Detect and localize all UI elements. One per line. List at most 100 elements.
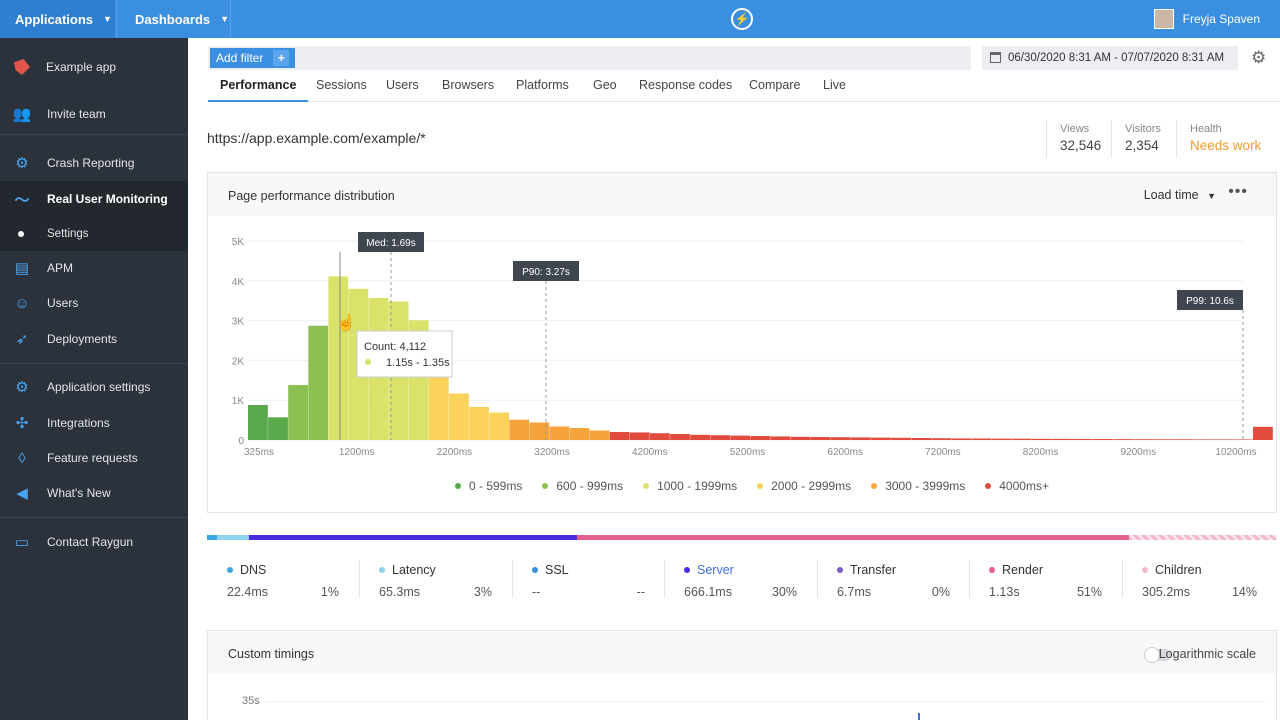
sidebar-item-settings[interactable]: Settings xyxy=(0,217,188,251)
stat-label: Health xyxy=(1190,123,1222,135)
sidebar-item-contact-raygun[interactable]: ▭ Contact Raygun xyxy=(0,525,188,559)
histogram-bar xyxy=(810,437,831,440)
histogram-bar xyxy=(891,437,911,440)
histogram-bar xyxy=(931,438,952,440)
chat-icon: ▭ xyxy=(14,534,30,551)
sidebar-item-deployments[interactable]: ➶ Deployments xyxy=(0,322,188,356)
sidebar-item-app[interactable]: Example app xyxy=(0,50,188,84)
timing-divider xyxy=(359,560,360,598)
timing-name-text: Render xyxy=(1002,563,1043,577)
legend-swatch xyxy=(643,483,650,489)
tab-compare[interactable]: Compare xyxy=(749,78,801,92)
more-options-icon[interactable]: ••• xyxy=(1228,183,1248,200)
dashboards-menu[interactable]: Dashboards ▼ xyxy=(116,0,231,38)
histogram-bar xyxy=(308,325,329,440)
puzzle-icon: ✣ xyxy=(15,415,29,432)
sidebar-item-users[interactable]: ☺ Users xyxy=(0,286,188,320)
timing-pct: 0% xyxy=(931,585,950,599)
gear-icon[interactable]: ⚙ xyxy=(1251,48,1267,67)
timing-breakdown: DNS 22.4ms 1% Latency 65.3ms 3% SSL -- -… xyxy=(207,553,1277,611)
tab-browsers[interactable]: Browsers xyxy=(442,78,495,92)
legend-label: 3000 - 3999ms xyxy=(885,479,966,493)
sidebar-item-invite-team[interactable]: 👥 Invite team xyxy=(0,97,188,131)
tab-geo[interactable]: Geo xyxy=(593,78,617,92)
filter-bar[interactable]: Add filter + xyxy=(208,46,971,70)
legend-item[interactable]: 0 - 599ms xyxy=(455,479,522,493)
histogram-bar xyxy=(629,432,650,440)
sidebar-item-feature-requests[interactable]: ◊ Feature requests xyxy=(0,441,188,475)
timing-name-text: Latency xyxy=(392,563,436,577)
sidebar-item-real-user-monitoring[interactable]: 〜 Real User Monitoring xyxy=(0,181,188,217)
timing-pct: 30% xyxy=(771,585,797,599)
timing-segment-dns xyxy=(207,535,217,540)
histogram-bar xyxy=(268,417,288,440)
timing-dot xyxy=(837,567,843,573)
stat-value: Needs work xyxy=(1190,138,1262,153)
legend-item[interactable]: 2000 - 2999ms xyxy=(757,479,851,493)
y-tick-label: 3K xyxy=(232,317,245,328)
sidebar-item-integrations[interactable]: ✣ Integrations xyxy=(0,406,188,440)
legend-item[interactable]: 1000 - 1999ms xyxy=(643,479,737,493)
histogram-bar xyxy=(529,422,550,440)
date-range-picker[interactable]: 06/30/2020 8:31 AM - 07/07/2020 8:31 AM xyxy=(982,46,1238,70)
histogram-bar xyxy=(830,437,851,440)
histogram-bar xyxy=(750,436,771,440)
applications-label: Applications xyxy=(15,11,94,27)
legend-item[interactable]: 4000ms+ xyxy=(985,479,1049,493)
legend-swatch xyxy=(757,483,764,489)
histogram-bar xyxy=(1052,438,1072,440)
histogram-bar xyxy=(1112,439,1133,440)
histogram-bar xyxy=(670,434,690,440)
timing-children: Children 305.2ms 14% xyxy=(1142,563,1257,599)
tab-performance[interactable]: Performance xyxy=(208,78,309,102)
histogram-bar xyxy=(569,428,590,440)
x-tick-label: 8200ms xyxy=(1023,447,1059,458)
percentile-label-box xyxy=(513,261,579,281)
metric-select[interactable]: Load time ▼ xyxy=(1144,188,1216,202)
tab-sessions[interactable]: Sessions xyxy=(316,78,367,92)
custom-timings-card: Custom timings Logarithmic scale 35s xyxy=(207,630,1277,720)
page-url: https://app.example.com/example/* xyxy=(207,130,426,146)
timing-segment-render xyxy=(577,535,1129,540)
legend-item[interactable]: 600 - 999ms xyxy=(542,479,623,493)
dashboards-label: Dashboards xyxy=(135,11,211,27)
histogram-bar xyxy=(650,433,670,440)
histogram-bar xyxy=(609,432,630,440)
rum-icon: 〜 xyxy=(14,191,30,209)
timing-name: SSL xyxy=(532,563,645,577)
histogram-bar xyxy=(1072,438,1092,440)
calendar-icon xyxy=(990,52,1001,63)
user-menu[interactable]: Freyja Spaven xyxy=(1153,0,1260,38)
top-bar: Applications ▼ Dashboards ▼ ⚡ Freyja Spa… xyxy=(0,0,1280,38)
histogram-bar xyxy=(971,438,992,440)
sidebar-item-label: Example app xyxy=(46,60,117,74)
add-filter-button[interactable]: Add filter + xyxy=(210,48,296,68)
tab-platforms[interactable]: Platforms xyxy=(516,78,569,92)
timing-pct: 1% xyxy=(320,585,339,599)
tooltip-count: Count: 4,112 xyxy=(364,341,426,353)
applications-menu[interactable]: Applications ▼ xyxy=(0,0,115,38)
timing-pct: 51% xyxy=(1076,585,1102,599)
card-header: Page performance distribution Load time … xyxy=(208,173,1276,216)
histogram-bar xyxy=(1152,439,1173,440)
raygun-logo-icon[interactable]: ⚡ xyxy=(731,8,753,30)
timing-dot xyxy=(989,567,995,573)
histogram-bar xyxy=(871,437,891,440)
tab-users[interactable]: Users xyxy=(386,78,419,92)
histogram-bar xyxy=(991,438,1012,440)
log-scale-toggle[interactable] xyxy=(1144,647,1171,663)
sidebar-item-apm[interactable]: ▤ APM xyxy=(0,251,188,285)
tab-response-codes[interactable]: Response codes xyxy=(639,78,733,92)
users-icon: ☺ xyxy=(14,294,30,312)
card-title: Page performance distribution xyxy=(228,189,395,203)
tab-live[interactable]: Live xyxy=(823,78,846,92)
legend-swatch xyxy=(455,483,461,489)
timing-server[interactable]: Server 666.1ms 30% xyxy=(684,563,797,599)
plus-icon: + xyxy=(273,50,290,66)
sidebar-item-crash-reporting[interactable]: ⚙ Crash Reporting xyxy=(0,146,188,180)
legend-swatch xyxy=(985,483,992,489)
legend-item[interactable]: 3000 - 3999ms xyxy=(871,479,965,493)
sidebar-item-application-settings[interactable]: ⚙ Application settings xyxy=(0,370,188,404)
sidebar-item-whats-new[interactable]: ◀ What's New xyxy=(0,476,188,510)
timing-dns: DNS 22.4ms 1% xyxy=(227,563,339,599)
